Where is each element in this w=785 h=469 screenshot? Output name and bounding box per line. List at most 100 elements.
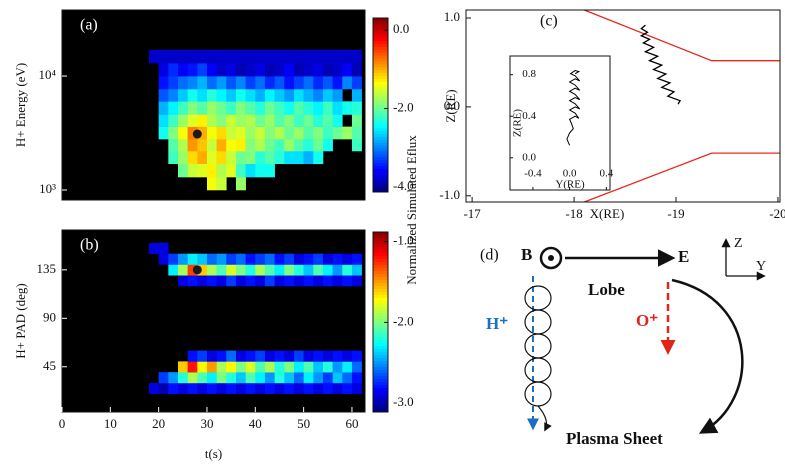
heat-cell [255,372,266,384]
heat-cell [187,264,198,276]
colorbar-swatch [373,316,388,320]
heat-cell [274,264,285,276]
colorbar-swatch [373,113,388,118]
out-of-page-dot [548,255,554,261]
plasma-sheet-label: Plasma Sheet [566,429,663,448]
heat-cell [226,139,237,152]
o-label: O⁺ [636,311,658,330]
heat-cell [235,275,246,287]
heat-cell [293,76,304,90]
heat-cell [168,253,179,265]
heat-cell [303,139,314,152]
heat-cell [303,264,314,276]
heat-cell [332,76,343,90]
heat-cell [332,49,343,64]
colorbar-swatch [373,313,388,317]
heat-cell [197,163,208,178]
heat-cell [206,361,217,373]
heat-cell [274,63,285,77]
heat-cell [255,150,266,165]
heat-cell [313,264,324,276]
heat-cell [322,350,333,362]
heat-cell [245,126,256,140]
heat-cell [206,76,217,90]
heat-cell [158,88,169,102]
colorbar-swatch [373,165,388,170]
heat-cell [274,139,285,152]
heat-cell [303,253,314,265]
heat-cell [284,126,295,140]
heat-cell [293,88,304,102]
colorbar-swatch [373,352,388,356]
heat-cell [264,49,275,64]
heat-cell [284,253,295,265]
x-tick-label: 40 [249,416,262,431]
heat-cell [187,114,198,127]
heat-cell [206,150,217,165]
heat-cell [342,101,353,115]
colorbar-swatch [373,400,388,404]
colorbar-swatch [373,283,388,287]
heat-cell [351,372,362,384]
heat-cell [274,382,285,394]
heat-cell [206,101,217,115]
heat-cell [293,382,304,394]
colorbar-swatch [373,67,388,71]
heat-cell [177,253,188,265]
colorbar-swatch [373,334,388,338]
colorbar-swatch [373,340,388,344]
colorbar-swatch [373,84,388,89]
colorbar-swatch [373,346,388,350]
heat-cell [303,63,314,77]
heat-cell [332,253,343,265]
heat-cell [245,88,256,102]
heat-cell [206,88,217,102]
x-axis-label: t(s) [205,446,222,461]
colorbar-swatch [373,102,388,106]
heat-cell [216,264,227,276]
heat-cell [264,63,275,77]
heat-cell [255,139,266,152]
colorbar-swatch [373,116,388,120]
heat-cell [293,372,304,384]
heat-cell [332,275,343,287]
y-tick-label: 135 [37,261,57,276]
colorbar-swatch [373,250,388,254]
colorbar-swatch [373,96,388,100]
y-label: Y [756,259,766,274]
heat-cell [226,361,237,373]
colorbar-swatch [373,325,388,329]
heat-cell [303,126,314,140]
heat-cell [303,372,314,384]
colorbar-swatch [373,154,388,158]
heat-cell [351,101,362,115]
heat-cell [158,126,169,140]
heat-cell [168,114,179,127]
heat-cell [216,275,227,287]
heat-cell [177,114,188,127]
heat-cell [351,361,362,373]
heat-cell [342,350,353,362]
colorbar-swatch [373,355,388,359]
colorbar-swatch [373,274,388,278]
heat-cell [255,275,266,287]
heat-cell [332,126,343,140]
heat-cell [216,163,227,178]
colorbar-swatch [373,105,388,109]
heat-cell [168,101,179,115]
colorbar-swatch [373,373,388,377]
heat-cell [322,264,333,276]
heat-cell [197,63,208,77]
heat-cell [187,275,198,287]
heat-cell [235,101,246,115]
heat-cell [235,76,246,90]
x-tick-label: -17 [463,206,481,221]
heat-cell [197,49,208,64]
heat-cell [235,63,246,77]
heat-cell [226,275,237,287]
heat-cell [177,88,188,102]
colorbar-swatch [373,328,388,332]
x-tick-label: -19 [667,206,684,221]
heat-cell [284,101,295,115]
heat-cell [197,372,208,384]
